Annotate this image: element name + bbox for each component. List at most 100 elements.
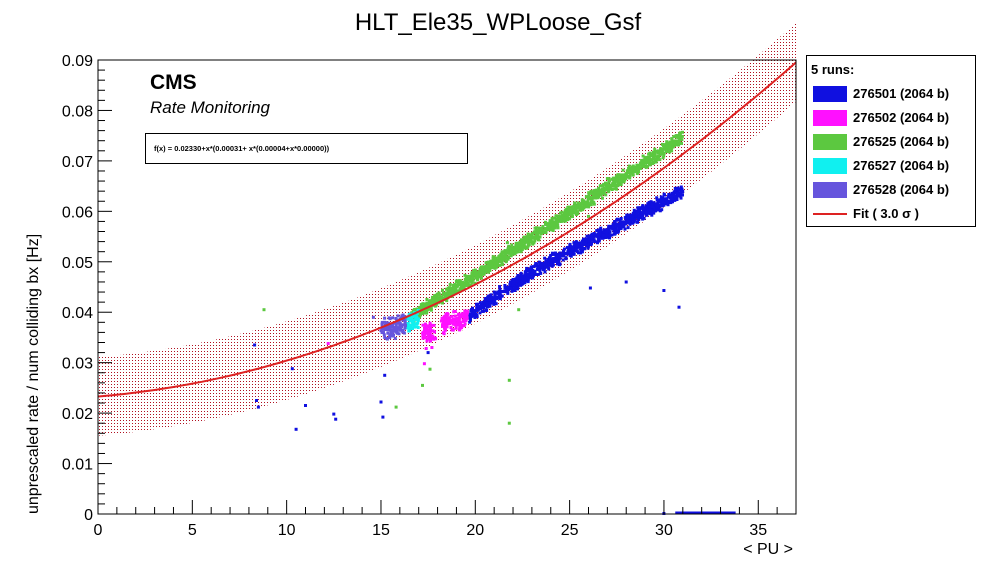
data-point — [507, 244, 511, 248]
data-point — [499, 290, 503, 294]
data-point — [403, 326, 407, 329]
data-point — [534, 273, 538, 276]
data-point — [657, 200, 661, 204]
data-point — [658, 198, 662, 202]
data-point — [630, 215, 634, 219]
data-point — [391, 316, 395, 320]
data-point — [429, 339, 432, 343]
data-point — [429, 301, 433, 304]
data-point — [448, 290, 452, 294]
data-point — [515, 250, 519, 254]
data-point — [668, 150, 672, 154]
data-point — [509, 287, 513, 290]
data-point — [678, 194, 682, 198]
data-point — [444, 322, 448, 325]
data-point — [525, 279, 529, 283]
data-point — [622, 179, 626, 183]
data-point — [554, 220, 558, 224]
legend-label: Fit ( 3.0 σ ) — [853, 206, 919, 221]
data-point — [621, 174, 625, 178]
data-point — [550, 223, 554, 227]
data-point — [421, 383, 424, 387]
data-point — [544, 259, 548, 263]
data-point — [660, 142, 664, 146]
data-point — [614, 183, 618, 187]
data-point — [548, 223, 552, 227]
data-point — [394, 323, 398, 327]
data-point — [456, 321, 460, 325]
data-point — [597, 234, 601, 237]
data-point — [609, 183, 613, 187]
data-point — [505, 256, 509, 260]
data-point — [520, 241, 524, 245]
data-point — [410, 316, 414, 320]
data-point — [673, 198, 677, 202]
data-point — [575, 249, 579, 253]
y-axis-label: unprescaled rate / num colliding bx [Hz] — [25, 234, 42, 514]
data-point — [653, 152, 657, 156]
data-point — [608, 234, 612, 238]
data-point — [563, 251, 567, 255]
data-point — [480, 270, 483, 274]
data-point — [485, 267, 489, 271]
data-point — [390, 325, 394, 328]
data-point — [475, 315, 479, 319]
data-point — [425, 297, 429, 301]
data-point — [590, 200, 593, 204]
data-point — [657, 206, 661, 210]
data-point — [582, 206, 586, 210]
data-point — [641, 204, 645, 208]
rate-monitoring-label: Rate Monitoring — [150, 98, 271, 117]
data-point — [574, 240, 578, 244]
data-point — [648, 153, 652, 157]
data-point — [516, 242, 520, 246]
data-point — [665, 146, 669, 150]
data-point — [416, 321, 420, 325]
data-point — [550, 263, 554, 267]
data-point — [573, 207, 577, 211]
data-point — [553, 223, 557, 227]
data-point — [473, 281, 477, 285]
data-point — [670, 149, 674, 153]
data-point — [644, 210, 648, 214]
data-point — [566, 205, 570, 209]
data-point — [403, 324, 407, 328]
data-point — [421, 323, 425, 327]
data-point — [662, 289, 666, 292]
data-point — [492, 302, 496, 306]
data-point — [568, 217, 572, 221]
data-point — [671, 139, 675, 143]
data-point — [504, 260, 508, 264]
data-point — [619, 180, 623, 184]
data-point — [425, 311, 429, 315]
data-point — [602, 192, 606, 195]
x-tick-label: 15 — [372, 522, 390, 539]
data-point — [573, 201, 577, 205]
data-point — [500, 250, 504, 254]
data-point — [594, 233, 598, 237]
data-point — [481, 300, 485, 304]
data-point — [425, 309, 429, 313]
data-point — [658, 208, 662, 212]
data-point — [388, 326, 392, 330]
data-point — [595, 240, 599, 244]
data-point — [500, 294, 504, 298]
data-point — [493, 265, 497, 269]
data-point — [419, 313, 422, 317]
data-point — [599, 229, 603, 233]
data-point — [680, 193, 684, 197]
data-point — [519, 250, 523, 254]
data-point — [523, 281, 527, 285]
data-point — [506, 291, 510, 295]
data-point — [430, 297, 434, 301]
data-point — [590, 232, 594, 236]
y-tick-label: 0.03 — [62, 356, 93, 373]
y-tick-label: 0.09 — [62, 53, 93, 70]
data-point — [678, 193, 682, 197]
data-point — [517, 282, 521, 286]
data-point — [455, 279, 459, 283]
data-point — [631, 173, 635, 177]
data-point — [414, 316, 418, 320]
data-point — [639, 162, 643, 166]
